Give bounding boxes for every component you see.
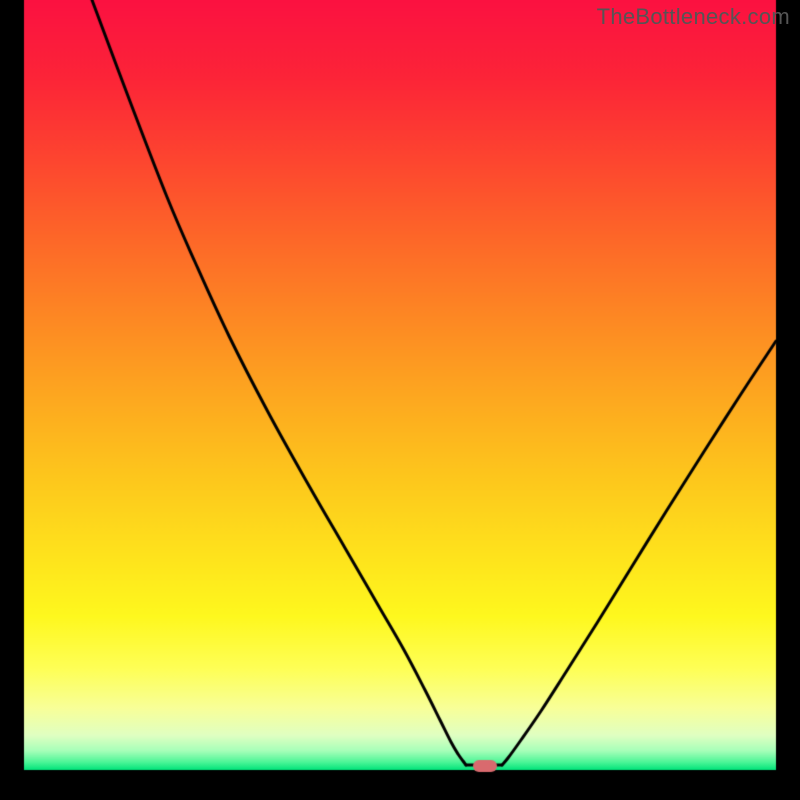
chart-stage: TheBottleneck.com	[0, 0, 800, 800]
site-watermark: TheBottleneck.com	[597, 4, 790, 30]
bottleneck-curve	[0, 0, 800, 800]
